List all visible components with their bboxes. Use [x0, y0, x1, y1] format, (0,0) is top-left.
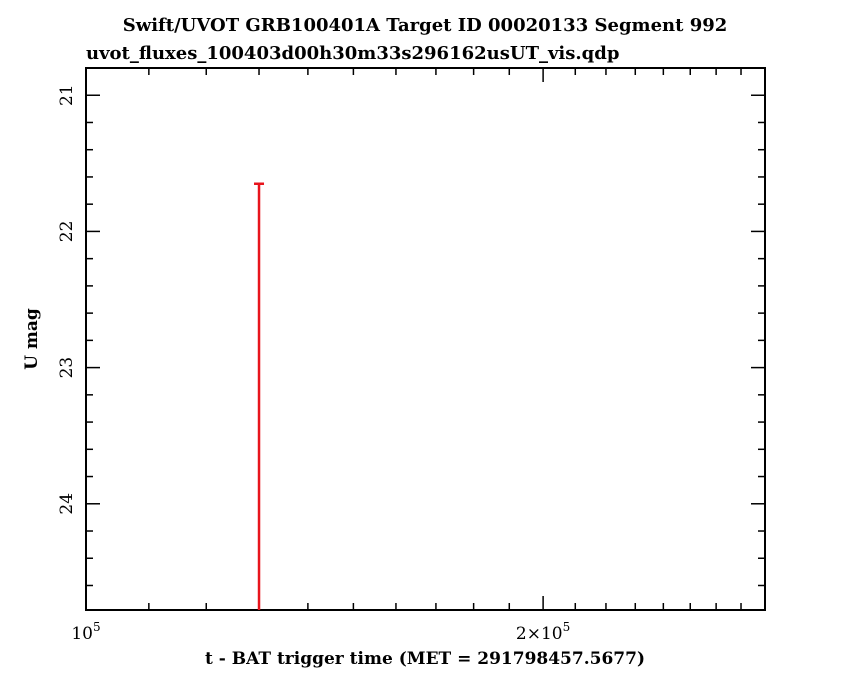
x-tick-label: 2×105 [516, 620, 570, 644]
chart-title: Swift/UVOT GRB100401A Target ID 00020133… [123, 15, 728, 36]
y-tick-label: 23 [57, 357, 77, 379]
axis-tick-labels: 21 22 23 24 105 2×105 [57, 84, 570, 644]
y-axis-label: U mag [22, 308, 42, 370]
x-tick-label: 105 [71, 620, 100, 644]
chart-subtitle: uvot_fluxes_100403d00h30m33s296162usUT_v… [86, 43, 619, 64]
data-marks [254, 182, 265, 610]
x-axis-label: t - BAT trigger time (MET = 291798457.56… [205, 649, 645, 669]
y-tick-label: 24 [57, 493, 77, 515]
y-tick-label: 21 [57, 84, 77, 106]
plot-frame [85, 67, 766, 611]
y-tick-label: 22 [57, 221, 77, 243]
axis-ticks [85, 67, 766, 610]
data-point-upper-limit [254, 182, 265, 610]
